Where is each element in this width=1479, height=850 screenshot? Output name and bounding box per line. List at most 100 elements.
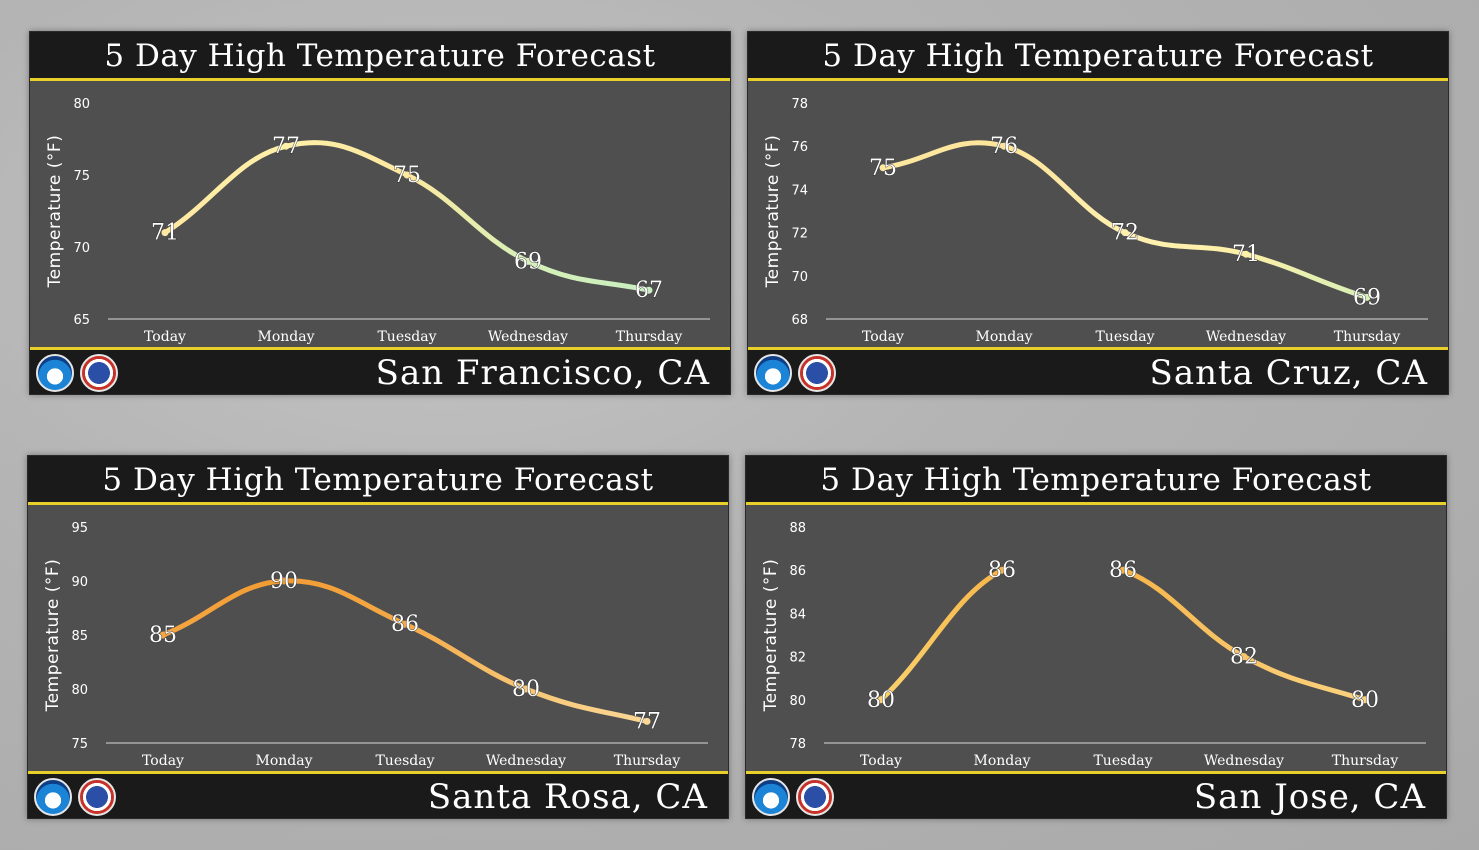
y-tick-label: 70 [73,241,90,256]
y-tick-label: 65 [73,313,90,328]
forecast-panel-san-francisco: 5 Day High Temperature Forecast Temperat… [29,31,731,395]
data-label: 86 [988,558,1016,583]
x-tick-label: Wednesday [1206,329,1286,345]
x-tick-label: Monday [256,753,313,769]
y-tick-label: 80 [71,683,88,698]
y-tick-label: 85 [71,629,88,644]
nws-logo-icon [798,354,836,392]
series-line-segment [525,258,652,293]
series-line-segment [1001,143,1128,236]
x-tick-label: Thursday [614,753,681,769]
data-point [879,164,887,172]
y-tick-label: 88 [789,521,806,536]
x-tick-label: Tuesday [375,753,434,769]
data-point [1240,653,1248,661]
y-tick-label: 68 [791,313,808,328]
y-tick-label: 75 [73,169,90,184]
y-tick-label: 86 [789,564,806,579]
footer-bar: Santa Rosa, CA [28,771,728,818]
data-label: 75 [869,156,897,181]
x-tick-label: Today [144,329,186,345]
data-point [1361,696,1369,704]
data-label: 71 [151,221,179,246]
data-label: 80 [512,677,540,702]
data-label: 80 [1351,688,1379,713]
data-point [403,171,411,179]
series-line-segment [1120,567,1247,660]
data-point [643,717,651,725]
temperature-line-chart: Temperature (°F) 78 80 82 84 86 88 Today Monday T… [761,521,1426,769]
data-point [280,577,288,585]
series-line-segment [160,578,287,638]
data-point [1000,142,1008,150]
y-tick-label: 75 [71,737,88,752]
y-axis-label: Temperature (°F) [763,135,783,289]
data-point [1242,250,1250,258]
y-tick-label: 76 [791,140,808,155]
y-tick-label: 95 [71,521,88,536]
y-tick-label: 70 [791,270,808,285]
x-tick-label: Wednesday [1204,753,1284,769]
series-line-segment [402,621,529,692]
x-tick-label: Monday [974,753,1031,769]
x-tick-label: Monday [258,329,315,345]
x-tick-label: Monday [976,329,1033,345]
series-line-segment [162,143,289,236]
data-point [645,286,653,294]
x-tick-label: Today [860,753,902,769]
noaa-logo-icon [752,778,790,816]
x-tick-label: Tuesday [377,329,436,345]
x-tick-label: Thursday [1334,329,1401,345]
data-point [522,685,530,693]
y-tick-label: 82 [789,651,806,666]
nws-logo-icon [796,778,834,816]
x-tick-label: Thursday [1332,753,1399,769]
forecast-panel-santa-cruz: 5 Day High Temperature Forecast Temperat… [747,31,1449,395]
data-point [524,257,532,265]
series-line-segment [1243,251,1370,300]
data-point [159,631,167,639]
y-tick-label: 90 [71,575,88,590]
x-tick-label: Today [862,329,904,345]
series-line-segment [1122,230,1249,257]
temperature-line-chart: Temperature (°F) 65 70 75 80 Today Monday Tuesd… [45,97,710,345]
y-tick-label: 72 [791,227,808,242]
data-point [1363,293,1371,301]
noaa-logo-icon [754,354,792,392]
data-label: 69 [1353,285,1381,310]
data-label: 75 [393,163,421,188]
data-label: 67 [635,278,663,303]
data-label: 86 [1109,558,1137,583]
data-label: 77 [272,134,300,159]
forecast-panel-san-jose: 5 Day High Temperature Forecast Temperat… [745,455,1447,819]
location-label: San Jose, CA [1193,777,1426,817]
location-label: Santa Rosa, CA [427,777,708,817]
data-label: 69 [514,249,542,274]
location-label: Santa Cruz, CA [1149,353,1428,393]
chart-title: 5 Day High Temperature Forecast [748,32,1448,81]
x-tick-label: Today [142,753,184,769]
data-point [877,696,885,704]
location-label: San Francisco, CA [375,353,710,393]
data-label: 77 [633,709,661,734]
noaa-logo-icon [36,354,74,392]
footer-bar: San Francisco, CA [30,347,730,394]
x-tick-label: Thursday [616,329,683,345]
series-line-segment [404,172,531,264]
data-label: 71 [1232,242,1260,267]
x-tick-label: Tuesday [1095,329,1154,345]
data-point [1121,229,1129,237]
data-label: 72 [1111,221,1139,246]
data-point [401,620,409,628]
chart-title: 5 Day High Temperature Forecast [746,456,1446,505]
x-tick-label: Wednesday [488,329,568,345]
series-line-segment [283,140,410,178]
data-point [1119,566,1127,574]
data-label: 82 [1230,645,1258,670]
data-label: 76 [990,134,1018,159]
y-tick-label: 78 [791,97,808,112]
y-tick-label: 74 [791,183,808,198]
series-line-segment [878,567,1005,703]
data-label: 90 [270,569,298,594]
y-tick-label: 78 [789,737,806,752]
